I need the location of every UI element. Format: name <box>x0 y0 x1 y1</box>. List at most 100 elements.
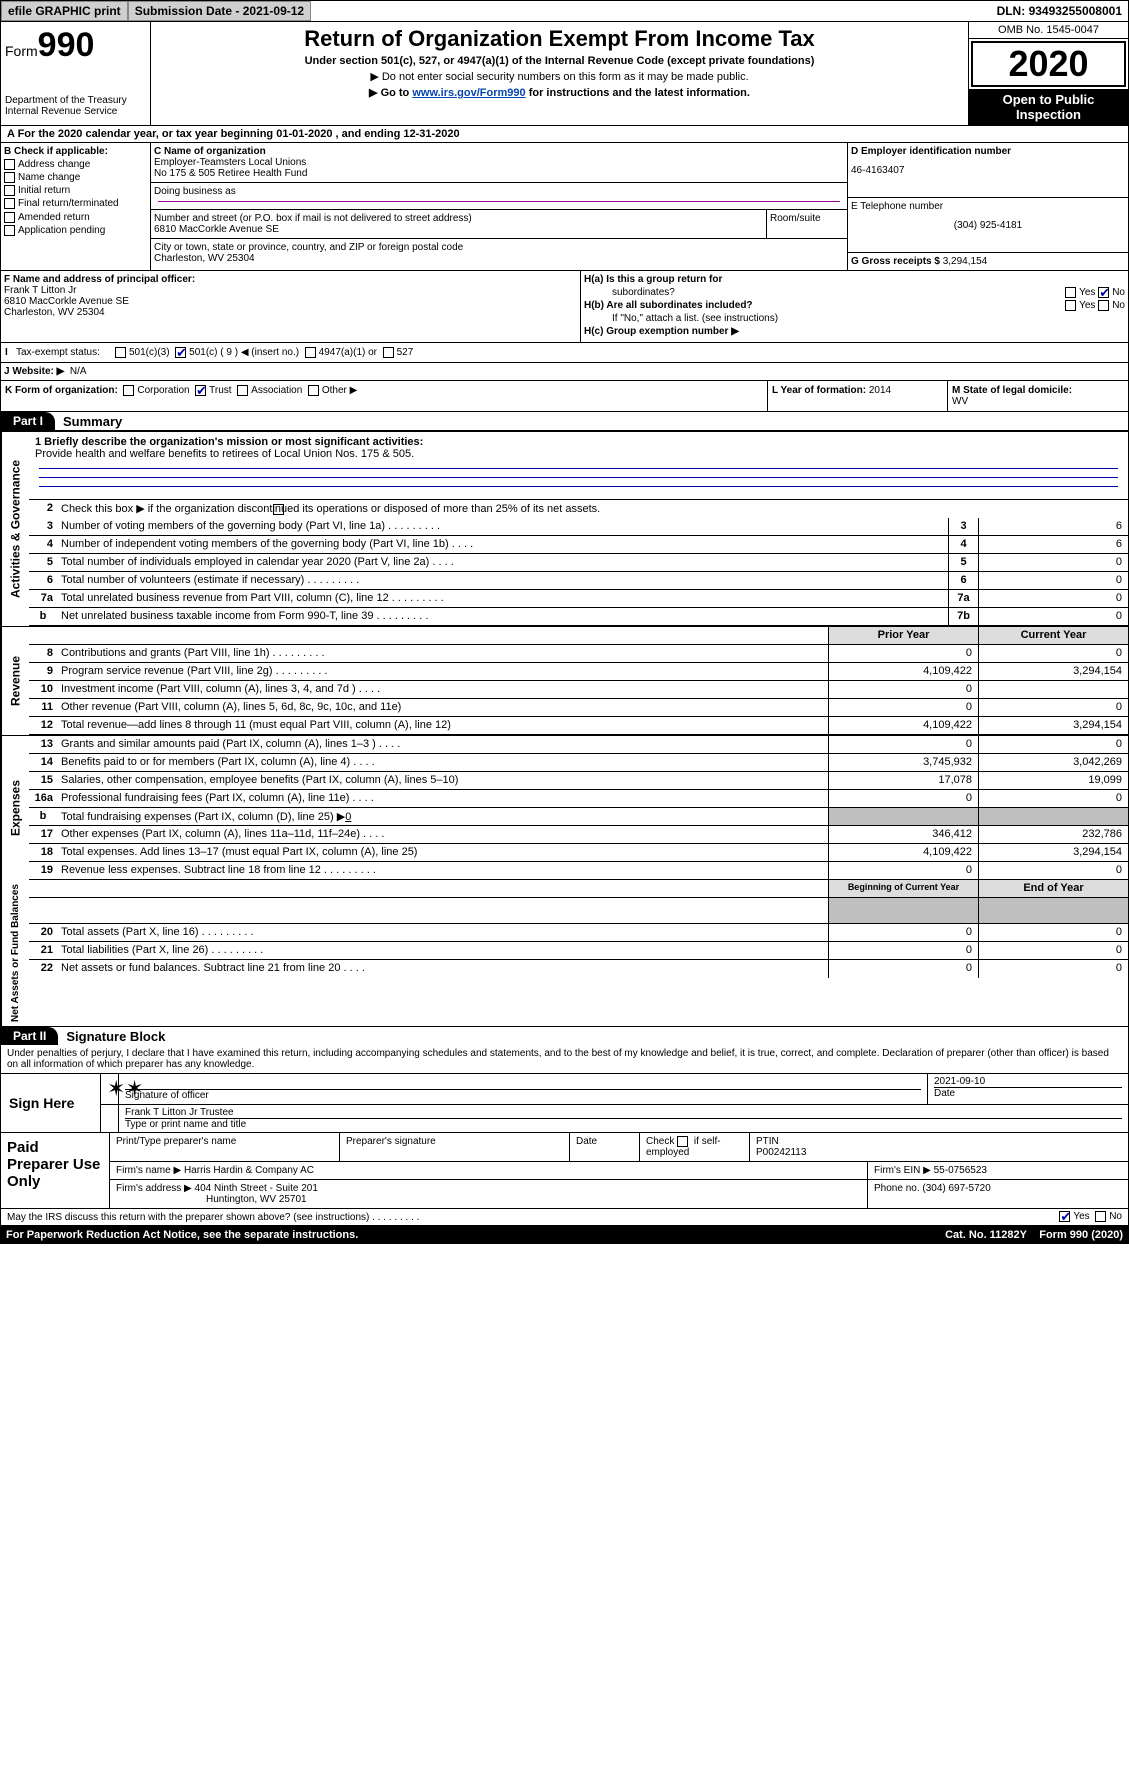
cb-ha-no[interactable] <box>1098 287 1109 298</box>
cb-hb-yes[interactable] <box>1065 300 1076 311</box>
line-16a: Professional fundraising fees (Part IX, … <box>57 790 828 807</box>
efile-print-button[interactable]: efile GRAPHIC print <box>1 1 128 21</box>
line-21: Total liabilities (Part X, line 26) <box>57 942 828 959</box>
cb-501c[interactable] <box>175 347 186 358</box>
irs-link[interactable]: www.irs.gov/Form990 <box>412 87 525 99</box>
firm-addr1: 404 Ninth Street - Suite 201 <box>195 1183 318 1194</box>
line-18: Total expenses. Add lines 13–17 (must eq… <box>57 844 828 861</box>
cb-discuss-no[interactable] <box>1095 1211 1106 1222</box>
hdr-prior: Prior Year <box>828 627 978 644</box>
line-13: Grants and similar amounts paid (Part IX… <box>57 736 828 753</box>
line-22: Net assets or fund balances. Subtract li… <box>57 960 828 978</box>
line-16b: Total fundraising expenses (Part IX, col… <box>57 808 828 825</box>
cb-amended[interactable] <box>4 212 15 223</box>
mission-text: Provide health and welfare benefits to r… <box>35 448 414 460</box>
submission-date: Submission Date - 2021-09-12 <box>128 1 311 21</box>
line-5: Total number of individuals employed in … <box>57 554 948 571</box>
gross-receipts: G Gross receipts $ 3,294,154 <box>848 253 1128 270</box>
line-14: Benefits paid to or for members (Part IX… <box>57 754 828 771</box>
cb-other[interactable] <box>308 385 319 396</box>
tax-year: 2020 <box>971 41 1126 87</box>
cb-final-return[interactable] <box>4 198 15 209</box>
cb-discuss-yes[interactable] <box>1059 1211 1070 1222</box>
hdr-end: End of Year <box>978 880 1128 897</box>
dept-treasury: Department of the Treasury <box>5 95 146 106</box>
part1-header: Part I Summary <box>0 412 1129 431</box>
firm-ein: 55-0756523 <box>934 1165 987 1176</box>
ptin-value: P00242113 <box>756 1147 1122 1158</box>
cb-ha-yes[interactable] <box>1065 287 1076 298</box>
line-17: Other expenses (Part IX, column (A), lin… <box>57 826 828 843</box>
ein-value: 46-4163407 <box>851 165 1125 176</box>
website-value: N/A <box>70 366 87 377</box>
street-value: 6810 MacCorkle Avenue SE <box>154 224 763 235</box>
vtab-governance: Activities & Governance <box>1 432 29 626</box>
room-cell: Room/suite <box>767 210 847 238</box>
omb-number: OMB No. 1545-0047 <box>969 22 1128 39</box>
subtitle-2: ▶ Do not enter social security numbers o… <box>159 70 960 83</box>
line-20: Total assets (Part X, line 16) <box>57 924 828 941</box>
year-formation: L Year of formation: 2014 <box>768 381 948 411</box>
cb-application[interactable] <box>4 225 15 236</box>
subtitle-1: Under section 501(c), 527, or 4947(a)(1)… <box>159 55 960 67</box>
cb-527[interactable] <box>383 347 394 358</box>
firm-name: Harris Hardin & Company AC <box>184 1165 314 1176</box>
top-bar: efile GRAPHIC print Submission Date - 20… <box>0 0 1129 22</box>
paperwork-footer: For Paperwork Reduction Act Notice, see … <box>0 1226 1129 1244</box>
val-3: 6 <box>978 518 1128 535</box>
cb-line2[interactable] <box>273 504 284 515</box>
city-value: Charleston, WV 25304 <box>154 253 844 264</box>
line-7b: Net unrelated business taxable income fr… <box>57 608 948 625</box>
h-group: H(a) Is this a group return for subordin… <box>581 271 1128 342</box>
open-public: Open to Public Inspection <box>969 89 1128 125</box>
line-15: Salaries, other compensation, employee b… <box>57 772 828 789</box>
telephone-cell: E Telephone number (304) 925-4181 <box>848 198 1128 253</box>
form-number: Form990 <box>5 26 146 65</box>
dln: DLN: 93493255008001 <box>991 2 1128 20</box>
street-cell: Number and street (or P.O. box if mail i… <box>151 210 767 238</box>
part2-header: Part II Signature Block Under penalties … <box>0 1027 1129 1074</box>
tax-exempt-row: I Tax-exempt status: 501(c)(3) 501(c) ( … <box>0 343 1129 363</box>
val-6: 0 <box>978 572 1128 589</box>
cb-assoc[interactable] <box>237 385 248 396</box>
period-row: A For the 2020 calendar year, or tax yea… <box>0 126 1129 143</box>
firm-phone: (304) 697-5720 <box>922 1183 990 1194</box>
val-7a: 0 <box>978 590 1128 607</box>
line-2: Check this box ▶ if the organization dis… <box>57 500 1128 518</box>
officer-name: Frank T Litton Jr Trustee <box>125 1107 1122 1119</box>
line-4: Number of independent voting members of … <box>57 536 948 553</box>
form-title: Return of Organization Exempt From Incom… <box>159 26 960 52</box>
preparer-section: Paid Preparer Use Only Print/Type prepar… <box>0 1133 1129 1209</box>
form-of-org: K Form of organization: Corporation Trus… <box>1 381 768 411</box>
telephone-value: (304) 925-4181 <box>851 220 1125 231</box>
line-7a: Total unrelated business revenue from Pa… <box>57 590 948 607</box>
principal-officer: F Name and address of principal officer:… <box>1 271 581 342</box>
cb-4947[interactable] <box>305 347 316 358</box>
klm-row: K Form of organization: Corporation Trus… <box>0 381 1129 412</box>
cb-trust[interactable] <box>195 385 206 396</box>
org-name-2: No 175 & 505 Retiree Health Fund <box>154 168 844 179</box>
info-grid: B Check if applicable: Address change Na… <box>0 143 1129 271</box>
cb-501c3[interactable] <box>115 347 126 358</box>
val-4: 6 <box>978 536 1128 553</box>
sign-here-label: Sign Here <box>1 1074 101 1132</box>
line-3: Number of voting members of the governin… <box>57 518 948 535</box>
irs-label: Internal Revenue Service <box>5 106 146 117</box>
line-12: Total revenue—add lines 8 through 11 (mu… <box>57 717 828 734</box>
cb-name-change[interactable] <box>4 172 15 183</box>
line-8: Contributions and grants (Part VIII, lin… <box>57 645 828 662</box>
cb-address-change[interactable] <box>4 159 15 170</box>
hdr-current: Current Year <box>978 627 1128 644</box>
discuss-row: May the IRS discuss this return with the… <box>0 1209 1129 1225</box>
cb-self-employed[interactable] <box>677 1136 688 1147</box>
hdr-begin: Beginning of Current Year <box>828 880 978 897</box>
line-19: Revenue less expenses. Subtract line 18 … <box>57 862 828 879</box>
cb-initial-return[interactable] <box>4 185 15 196</box>
vtab-revenue: Revenue <box>1 627 29 735</box>
cb-hb-no[interactable] <box>1098 300 1109 311</box>
val-7b: 0 <box>978 608 1128 625</box>
cb-corp[interactable] <box>123 385 134 396</box>
subtitle-3: ▶ Go to www.irs.gov/Form990 for instruct… <box>159 86 960 99</box>
section-b: B Check if applicable: Address change Na… <box>1 143 151 270</box>
gross-value: 3,294,154 <box>943 256 988 267</box>
